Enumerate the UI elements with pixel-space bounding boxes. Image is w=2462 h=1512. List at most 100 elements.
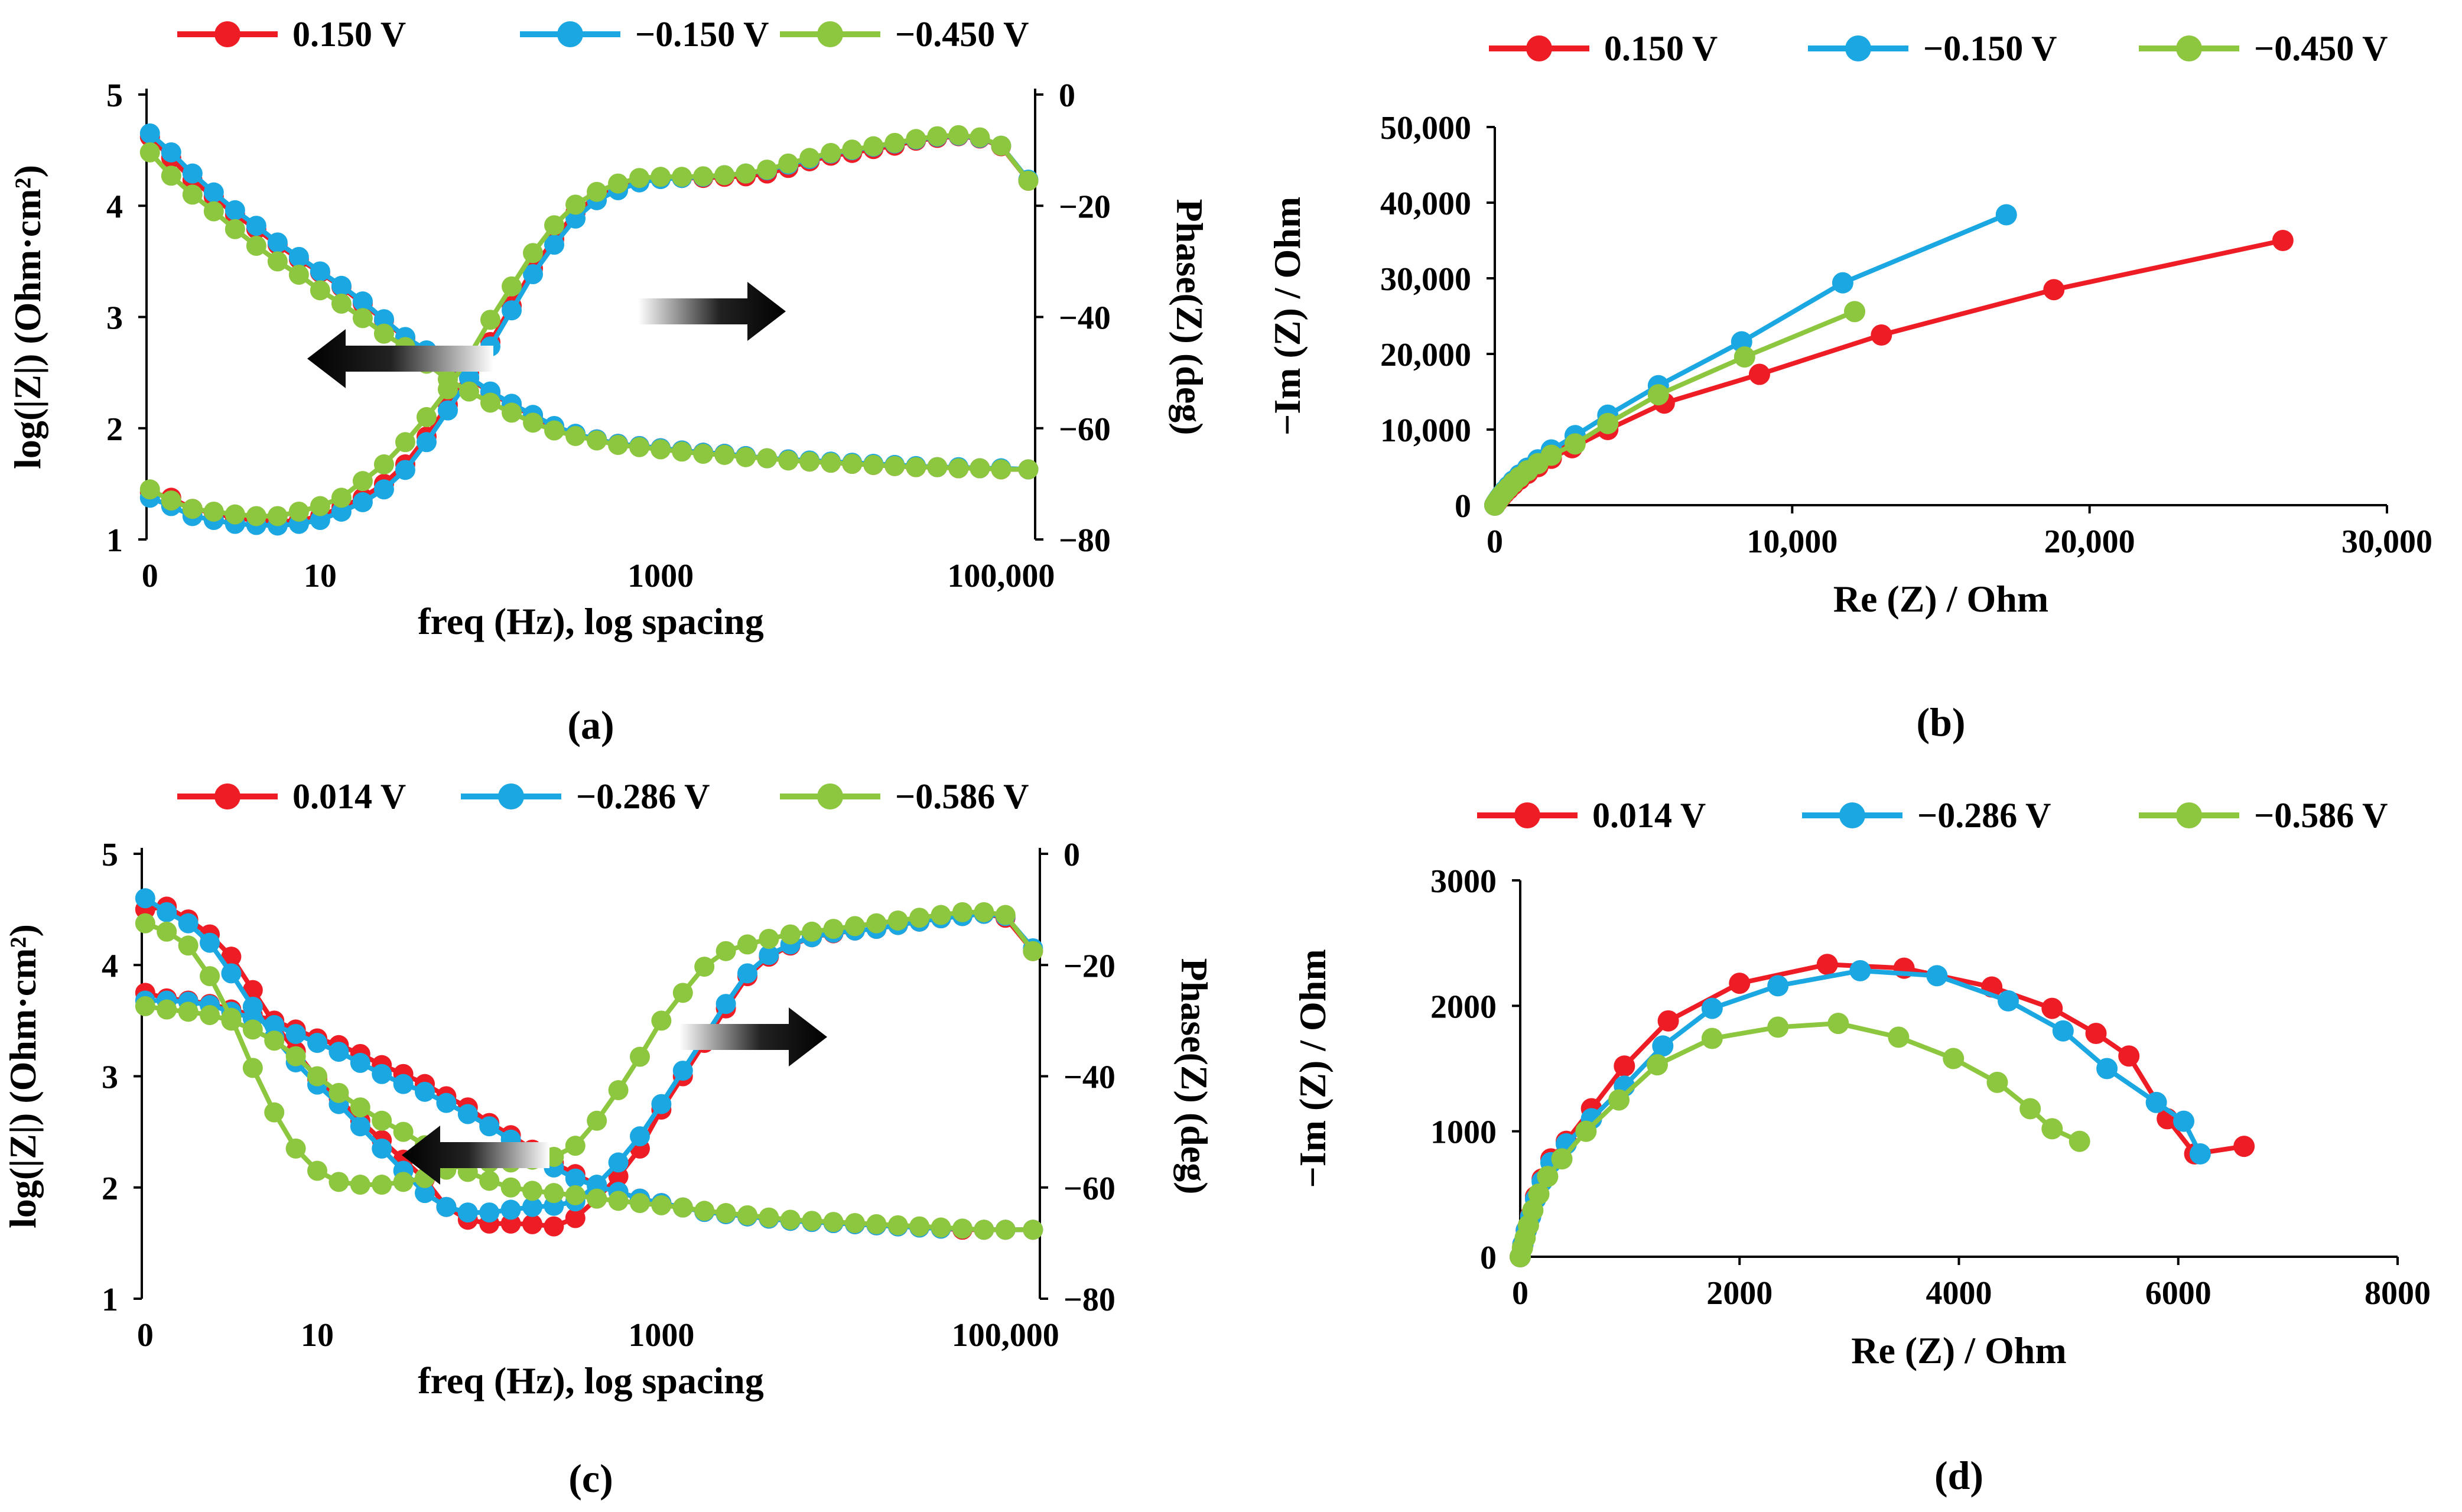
data-point	[694, 1201, 715, 1221]
data-point	[288, 264, 309, 285]
data-point	[974, 902, 994, 922]
data-point	[350, 1097, 370, 1118]
data-point	[672, 983, 693, 1003]
data-point	[246, 236, 266, 256]
data-point	[1734, 346, 1755, 368]
y-axis-label: −Im (Z) / Ohm	[1292, 949, 1334, 1188]
data-point	[1767, 975, 1789, 997]
data-point	[307, 1160, 328, 1181]
data-point	[242, 1019, 263, 1040]
data-point	[331, 487, 352, 508]
legend-marker	[1839, 802, 1865, 828]
y-tick-label: 2000	[1430, 989, 1497, 1025]
data-point	[242, 996, 263, 1017]
data-point	[139, 142, 160, 162]
data-point	[866, 913, 887, 934]
data-point	[948, 125, 969, 145]
y2-axis-label: Phase(Z) (deg)	[1173, 958, 1215, 1195]
data-point	[502, 402, 522, 423]
x-tick-label: 20,000	[2044, 523, 2135, 560]
data-point	[672, 441, 692, 462]
data-point	[995, 1220, 1016, 1240]
data-point	[267, 506, 288, 526]
data-point	[544, 420, 565, 441]
data-point	[373, 323, 394, 344]
legend-marker	[498, 783, 524, 809]
data-point	[587, 181, 607, 202]
data-point	[135, 996, 155, 1016]
y2-tick-label: −80	[1059, 522, 1111, 559]
data-point	[780, 924, 801, 945]
data-point	[931, 1217, 951, 1238]
data-point	[350, 1052, 370, 1073]
data-point	[395, 432, 415, 453]
data-point	[802, 921, 822, 942]
data-point	[285, 1138, 306, 1159]
x-tick-label: 0	[137, 1317, 154, 1354]
data-point	[544, 1216, 564, 1237]
data-point	[587, 1110, 607, 1131]
data-point	[821, 142, 841, 163]
data-point	[157, 921, 177, 942]
data-point	[1023, 1220, 1043, 1240]
chart-b: 0 10,000 20,000 30,000 40,000 50,000 0 10,000 20…	[1266, 29, 2432, 744]
data-point	[1998, 990, 2019, 1012]
panel-label: (c)	[568, 1456, 613, 1501]
data-point	[267, 232, 288, 253]
legend-label: −0.450 V	[895, 15, 1029, 54]
x-tick-label: 100,000	[952, 1317, 1059, 1354]
data-point	[952, 902, 973, 922]
data-point	[373, 454, 394, 474]
data-point	[2189, 1143, 2211, 1165]
data-point	[2085, 1023, 2107, 1045]
data-point	[544, 235, 565, 255]
x-tick-label: 2000	[1706, 1275, 1772, 1312]
data-point	[285, 1046, 306, 1066]
legend-label: 0.014 V	[292, 777, 406, 816]
x-tick-label: 100,000	[947, 558, 1055, 594]
legend-marker	[1514, 802, 1540, 828]
data-point	[522, 1181, 542, 1201]
data-point	[887, 1215, 908, 1235]
data-point	[436, 1196, 457, 1217]
x-tick-label: 10,000	[1747, 523, 1837, 560]
data-point	[1995, 204, 2017, 226]
data-point	[565, 1208, 586, 1228]
data-point	[522, 1196, 542, 1217]
data-point	[2096, 1058, 2118, 1079]
data-point	[565, 1185, 586, 1205]
data-point	[416, 407, 437, 427]
data-point	[927, 457, 948, 477]
data-point	[372, 1175, 392, 1195]
data-point	[437, 379, 458, 399]
data-point	[221, 947, 242, 967]
data-point	[672, 1061, 693, 1081]
data-point	[544, 215, 565, 236]
data-point	[178, 935, 199, 956]
data-point	[225, 219, 245, 239]
x-axis-label: Re (Z) / Ohm	[1851, 1329, 2066, 1371]
data-point	[2052, 1020, 2074, 1042]
data-point	[502, 300, 522, 321]
data-point	[372, 1064, 392, 1084]
data-point	[225, 504, 245, 525]
y-axis-label: −Im (Z) / Ohm	[1266, 197, 1308, 435]
legend-marker	[817, 783, 843, 809]
data-point	[1647, 1054, 1669, 1076]
data-point	[310, 510, 330, 531]
series-line	[1518, 1021, 2081, 1257]
y-tick-label: 20,000	[1380, 337, 1471, 373]
y2-tick-label: 0	[1063, 837, 1080, 873]
data-point	[736, 163, 756, 184]
data-point	[737, 963, 757, 984]
y-tick-label: 10,000	[1380, 412, 1471, 449]
legend-marker	[557, 21, 583, 47]
legend-label: 0.150 V	[292, 15, 406, 54]
data-point	[778, 450, 799, 471]
arrow-left-icon	[307, 329, 493, 388]
data-point	[1551, 1148, 1573, 1170]
data-point	[329, 1042, 349, 1062]
data-point	[246, 506, 266, 526]
data-point	[906, 129, 926, 149]
data-point	[1871, 324, 1892, 346]
